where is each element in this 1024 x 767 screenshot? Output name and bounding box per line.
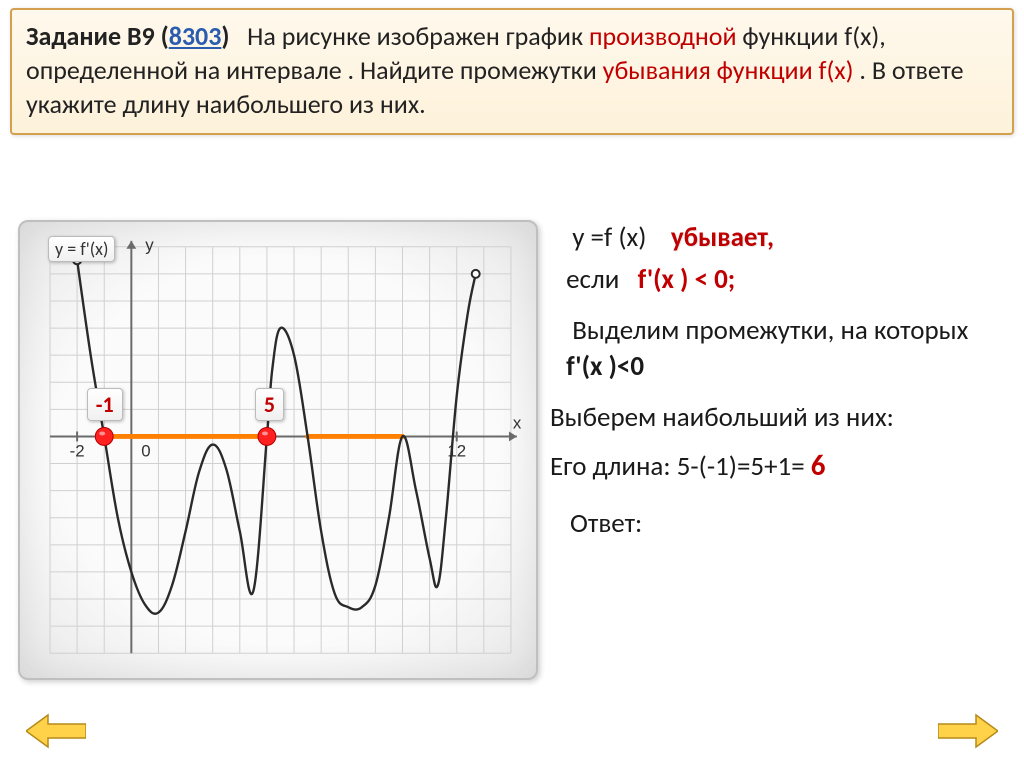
explain-r2-left: если: [566, 263, 619, 296]
function-badge: y = f'(x): [48, 236, 115, 262]
prev-arrow[interactable]: [26, 713, 86, 749]
svg-text:x: x: [513, 414, 522, 433]
arrow-right-icon: [938, 713, 998, 749]
explanation-block: y =f (x) убывает, если f'(x ) < 0; Выдел…: [560, 220, 1010, 548]
marker-a-label: -1: [96, 391, 114, 418]
marker-b-label: 5: [264, 391, 275, 418]
task-red-2: убывания функции f(x): [603, 54, 854, 86]
svg-text:0: 0: [141, 441, 150, 460]
explain-r4: Выберем наибольший из них:: [550, 401, 894, 434]
explain-row-3: Выделим промежутки, на которых f'(x )<0: [560, 313, 1010, 386]
svg-text:-2: -2: [70, 441, 85, 460]
svg-text:y: y: [145, 236, 154, 255]
task-text-1: На рисунке изображен график: [247, 20, 589, 52]
explain-row-2: если f'(x ) < 0;: [560, 262, 1010, 298]
arrow-left-icon: [26, 713, 86, 749]
explain-r6: Ответ:: [570, 507, 642, 540]
derivative-chart: -2012yx: [20, 222, 536, 678]
explain-row-5: Его длина: 5-(-1)=5+1= 6: [550, 446, 1010, 485]
explain-row-1: y =f (x) убывает,: [560, 220, 1010, 256]
marker-a-badge: -1: [87, 388, 123, 421]
explain-r5-left: Его длина: 5-(-1)=5+1=: [550, 450, 805, 483]
explain-r5-ans: 6: [811, 447, 826, 483]
task-box: Задание B9 (8303) На рисунке изображен г…: [10, 8, 1014, 135]
explain-r1-left: y =f (x): [572, 221, 646, 254]
task-red-1: производной: [589, 20, 737, 52]
explain-row-4: Выберем наибольший из них:: [550, 400, 1010, 436]
explain-r2-right: f'(x ) < 0;: [638, 263, 736, 296]
explain-r3-text: Выделим промежутки, на которых: [572, 314, 968, 347]
chart-frame: -2012yx y = f'(x) -1 5: [18, 220, 538, 680]
marker-b-badge: 5: [255, 388, 284, 421]
explain-r1-right: убывает,: [671, 221, 774, 254]
task-label-suffix: ): [221, 20, 229, 52]
explain-row-6: Ответ:: [570, 506, 642, 542]
task-link[interactable]: 8303: [169, 20, 222, 52]
explain-r3-bold: f'(x )<0: [566, 350, 644, 383]
function-badge-text: y = f'(x): [55, 238, 108, 260]
task-label-prefix: Задание B9 (: [26, 20, 169, 52]
next-arrow[interactable]: [938, 713, 998, 749]
